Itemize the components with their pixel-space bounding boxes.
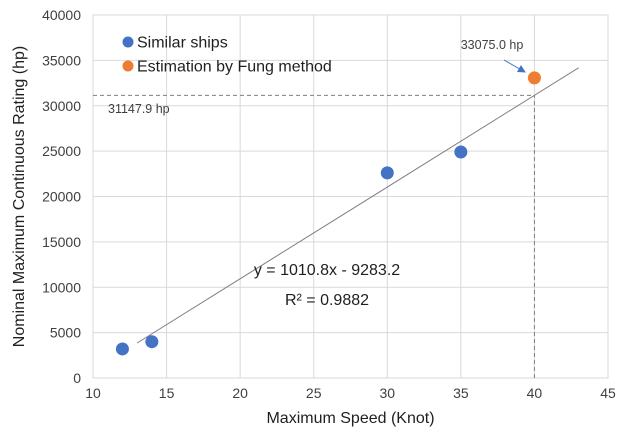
y-tick-label: 5000 (50, 325, 81, 341)
y-tick-label: 20000 (42, 189, 81, 205)
x-tick-label: 35 (453, 385, 469, 401)
similar-ship-point (380, 166, 394, 180)
plot-area (92, 14, 609, 379)
legend-label-similar-ships: Similar ships (137, 35, 228, 52)
y-tick-label: 35000 (42, 52, 81, 68)
legend: Similar ships Estimation by Fung method (122, 35, 332, 76)
x-tick-label: 25 (306, 385, 322, 401)
x-tick-label: 30 (379, 385, 395, 401)
similar-ship-point (115, 342, 129, 356)
legend-label-fung-estimation: Estimation by Fung method (137, 59, 332, 76)
annotation-arrow (503, 59, 526, 73)
y-tick-label: 15000 (42, 234, 81, 250)
similar-ship-point (454, 145, 468, 159)
tick-labels: 10 15 20 25 30 35 40 45 0 5000 10000 15000 20000 2500… (42, 7, 616, 401)
y-axis-title: Nominal Maximum Continuous Rating (hp) (11, 46, 28, 347)
legend-marker-similar-ships (122, 36, 134, 48)
legend-marker-fung-estimation (122, 60, 134, 72)
reference-lines (93, 94, 535, 378)
y-tick-label: 40000 (42, 7, 81, 23)
x-tick-label: 45 (600, 385, 616, 401)
estimation-point (527, 71, 541, 85)
trendline (136, 67, 579, 344)
data-points (115, 71, 541, 356)
y-tick-label: 25000 (42, 143, 81, 159)
y-tick-label: 10000 (42, 279, 81, 295)
y-tick-label: 30000 (42, 98, 81, 114)
y-tick-label: 0 (73, 370, 81, 386)
annotation-regression-value: 31147.9 hp (108, 102, 170, 116)
x-tick-label: 10 (85, 385, 101, 401)
x-tick-label: 15 (159, 385, 175, 401)
x-axis-title: Maximum Speed (Knot) (266, 410, 434, 427)
similar-ship-point (145, 335, 159, 349)
trendline-equation: y = 1010.8x - 9283.2 (254, 262, 400, 279)
annotation-estimated-value: 33075.0 hp (461, 38, 524, 52)
x-tick-label: 20 (232, 385, 248, 401)
x-tick-label: 40 (527, 385, 543, 401)
r-squared-label: R² = 0.9882 (285, 292, 369, 309)
